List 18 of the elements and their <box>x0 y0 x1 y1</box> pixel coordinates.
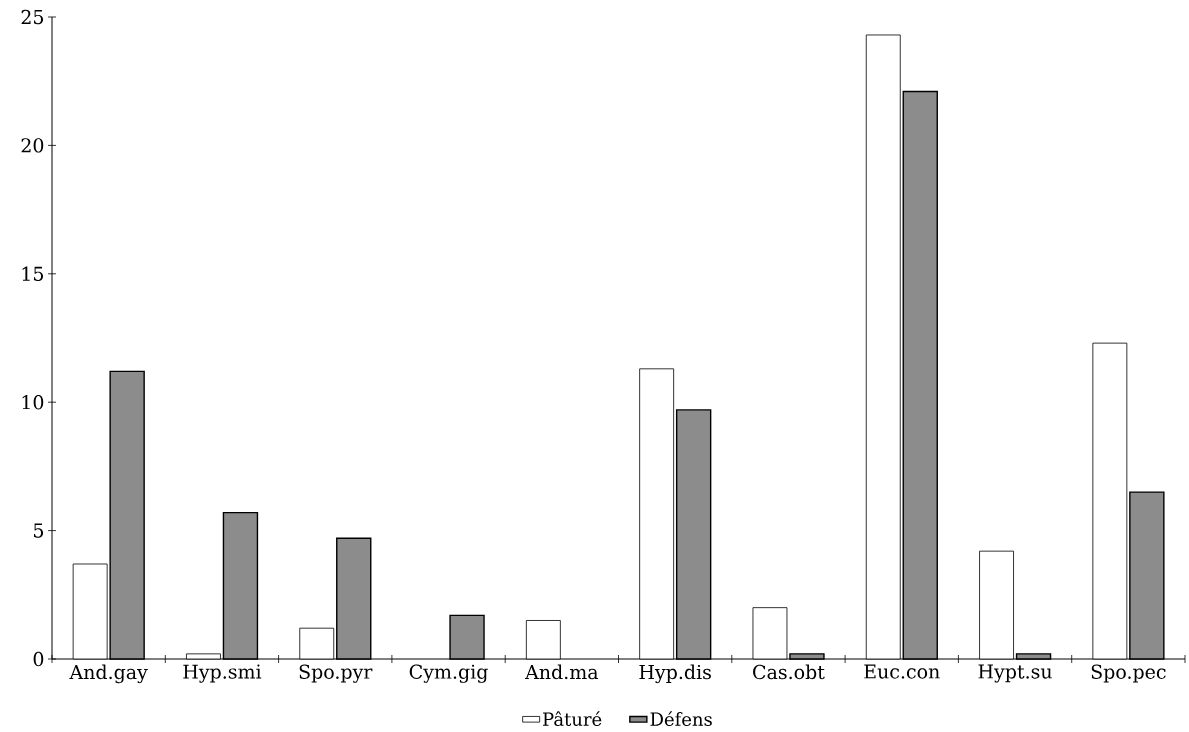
legend-label: Défens <box>650 711 712 726</box>
legend-label: Pâturé <box>543 711 602 726</box>
x-tick-label: Euc.con <box>864 664 940 679</box>
y-tick-label: 5 <box>34 523 44 538</box>
y-tick-label: 25 <box>21 9 44 25</box>
x-tick-label: Spo.pyr <box>299 664 373 683</box>
x-tick-label: Cym.gig <box>409 664 488 683</box>
x-tick-label: Cas.obt <box>753 664 825 680</box>
x-tick-label: Hyp.dis <box>639 664 711 684</box>
x-tick-label: Spo.pec <box>1091 664 1166 683</box>
x-tick-label: Hypt.su <box>978 664 1052 683</box>
y-tick-label: 20 <box>21 138 44 153</box>
x-tick-label: And.ma <box>524 664 599 680</box>
x-tick-label: And.gay <box>69 664 148 684</box>
y-tick-label: 0 <box>33 651 44 667</box>
y-tick-label: 15 <box>22 266 44 281</box>
y-tick-label: 10 <box>22 395 44 410</box>
x-tick-label: Hyp.smi <box>183 664 262 683</box>
